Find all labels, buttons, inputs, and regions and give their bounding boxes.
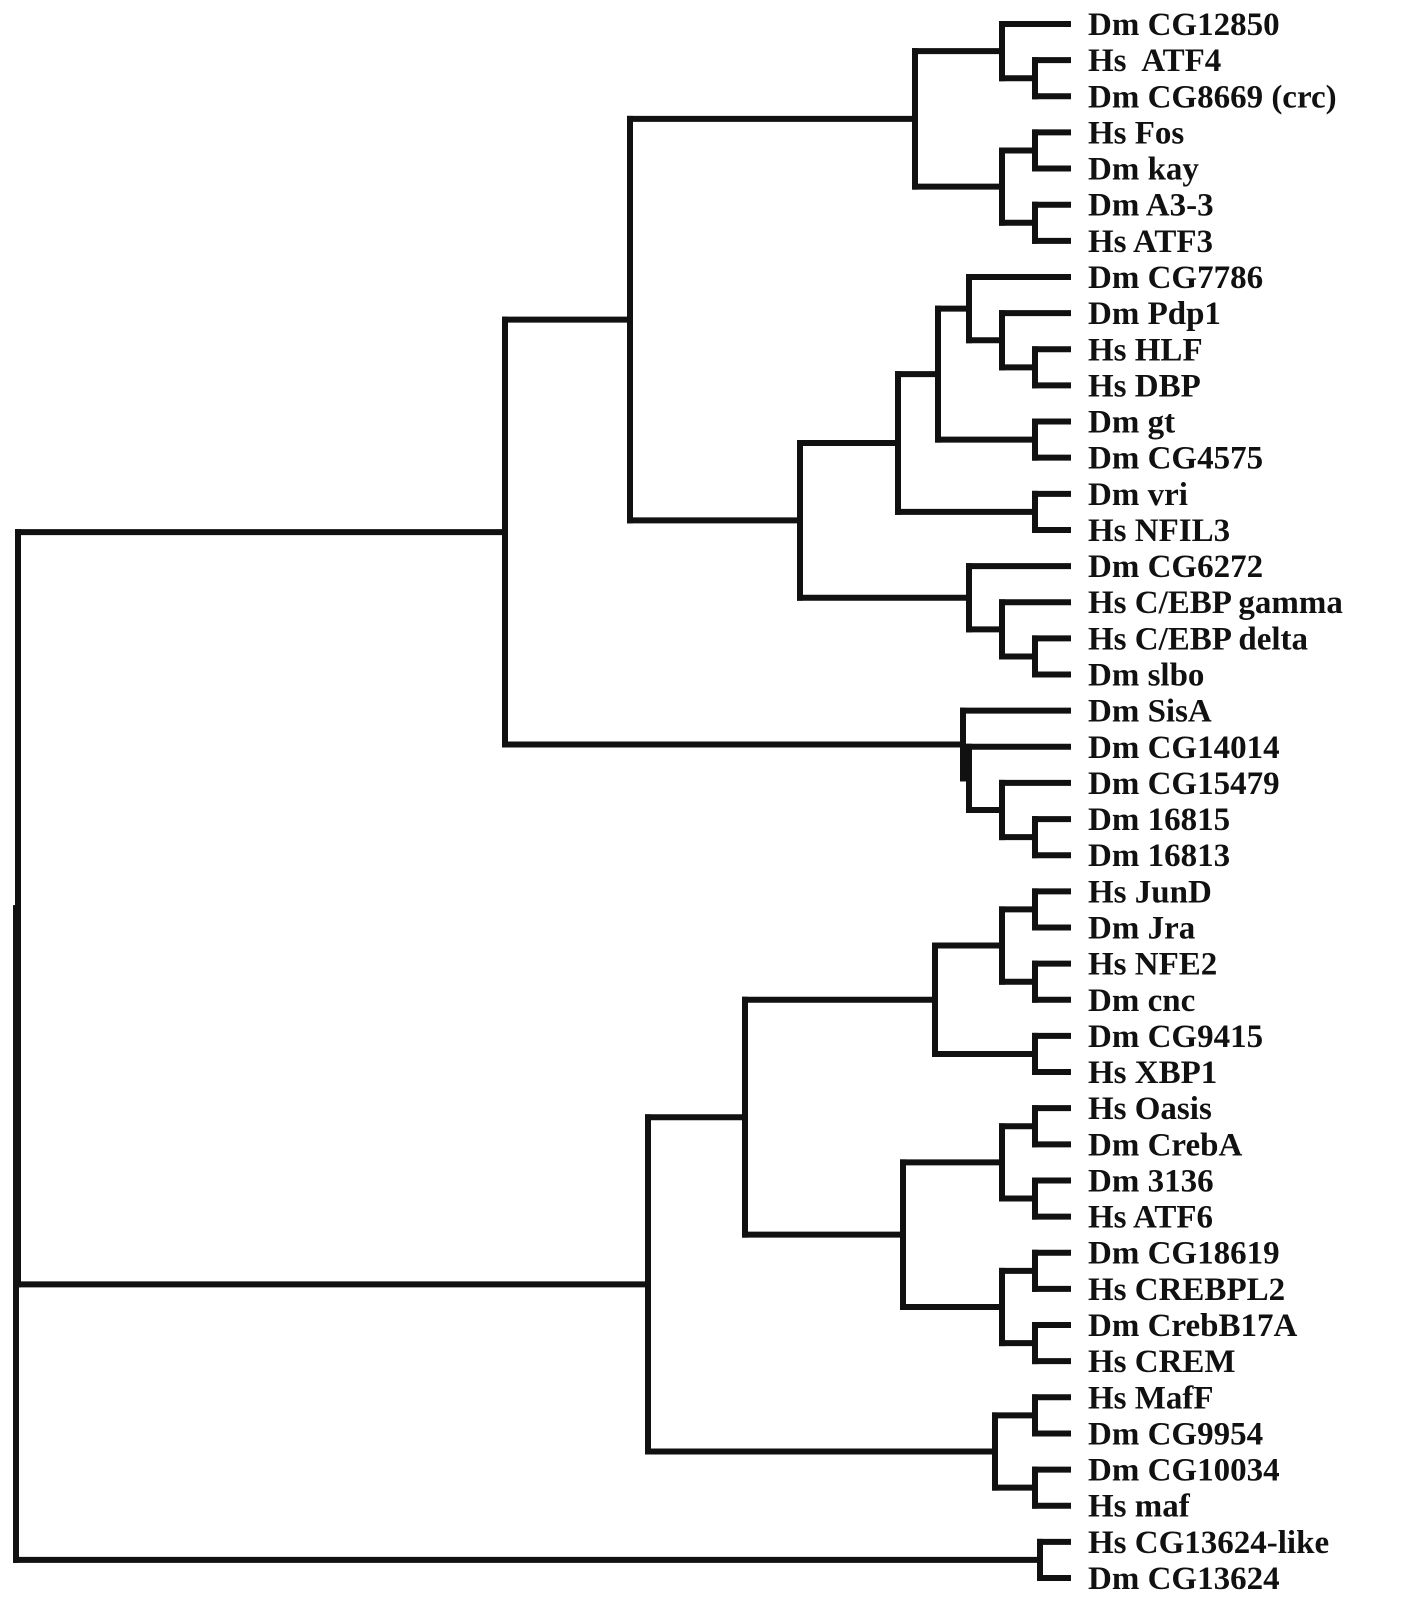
leaf-label: Hs JunD [1088,874,1212,910]
leaf-label: Hs CREM [1088,1344,1236,1380]
leaf-label: Hs CREBPL2 [1088,1272,1285,1308]
leaf-label: Dm CG15479 [1088,766,1280,802]
leaf-label: Dm gt [1088,405,1175,441]
leaf-label: Dm CrebA [1088,1127,1242,1163]
leaf-label: Dm CG9954 [1088,1416,1263,1452]
leaf-label: Hs CG13624-like [1088,1525,1329,1561]
leaf-label: Hs NFE2 [1088,947,1217,983]
leaf-label: Dm CrebB17A [1088,1308,1297,1344]
leaf-label: Dm vri [1088,477,1188,513]
tree-branches [13,21,1071,1581]
leaf-label: Dm CG12850 [1088,7,1280,43]
leaf-label: Hs MafF [1088,1380,1214,1416]
leaf-label: Hs ATF6 [1088,1200,1213,1236]
leaf-label: Hs HLF [1088,332,1203,368]
leaf-label: Hs ATF3 [1088,224,1213,260]
leaf-label: Dm CG8669 (crc) [1088,79,1337,115]
leaf-label: Dm 3136 [1088,1163,1214,1199]
leaf-label: Dm SisA [1088,694,1212,730]
leaf-label: Hs NFIL3 [1088,513,1230,549]
leaf-label: Dm CG9415 [1088,1019,1263,1055]
leaf-label: Dm cnc [1088,983,1195,1019]
leaf-label: Hs maf [1088,1489,1191,1525]
leaf-label: Hs ATF4 [1088,43,1221,79]
leaf-label: Dm CG10034 [1088,1453,1280,1489]
leaf-label: Dm A3-3 [1088,188,1214,224]
leaf-label: Dm slbo [1088,658,1204,694]
leaf-label: Hs C/EBP gamma [1088,585,1343,621]
leaf-label: Dm CG18619 [1088,1236,1280,1272]
leaf-label: Hs XBP1 [1088,1055,1217,1091]
leaf-label: Hs C/EBP delta [1088,621,1308,657]
leaf-label: Dm CG14014 [1088,730,1280,766]
leaf-label: Dm CG6272 [1088,549,1263,585]
leaf-label: Dm CG13624 [1088,1561,1280,1597]
leaf-label: Hs DBP [1088,368,1201,404]
leaf-label: Dm CG7786 [1088,260,1263,296]
leaf-label: Dm kay [1088,152,1199,188]
leaf-label: Dm CG4575 [1088,441,1263,477]
leaf-label: Hs Fos [1088,115,1184,151]
leaf-label: Hs Oasis [1088,1091,1212,1127]
leaf-label: Dm Jra [1088,910,1195,946]
leaf-label: Dm 16813 [1088,838,1230,874]
leaf-label: Dm Pdp1 [1088,296,1221,332]
leaf-label: Dm 16815 [1088,802,1230,838]
